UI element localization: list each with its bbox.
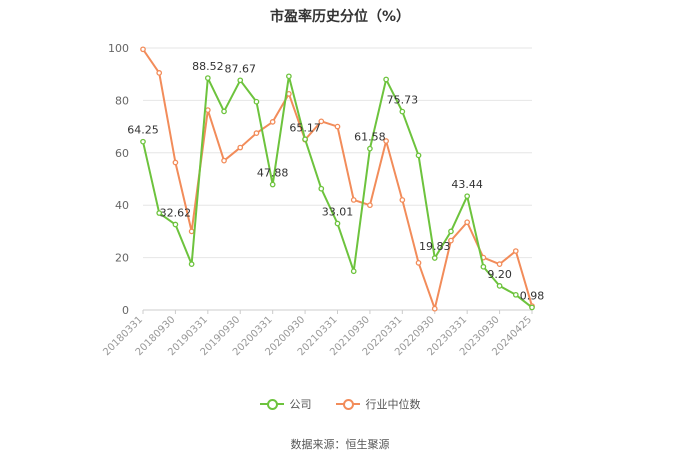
data-point-industry [350,197,357,203]
data-point-industry [512,248,519,254]
legend-marker-company [259,399,284,410]
data-point-company [269,181,276,188]
data-point-company [529,304,535,311]
data-point-company [350,268,357,275]
data-point-company [334,220,341,227]
series-line-company [142,75,533,309]
data-point-company [496,283,503,289]
data-label: 43.44 [451,178,483,191]
y-tick-label: 60 [115,147,129,160]
data-point-company [172,221,179,228]
legend-marker-industry [335,399,360,410]
data-point-industry [496,261,503,267]
data-label: 88.52 [192,60,224,73]
data-point-company [431,255,438,261]
y-tick-label: 80 [115,94,129,107]
data-point-company [156,210,163,216]
data-label: 87.67 [225,62,257,75]
data-point-company [399,108,406,115]
data-label: 19.83 [419,240,451,253]
data-point-company [140,138,146,145]
chart-legend: 公司 行业中位数 [0,396,680,412]
data-point-industry [172,159,179,166]
data-point-company [286,73,292,80]
data-point-company [367,145,373,152]
data-label: 32.62 [160,207,192,220]
data-point-industry [204,107,211,113]
data-point-company [480,263,487,270]
data-point-company [415,152,422,159]
data-point-company [448,228,454,235]
data-source: 数据来源：恒生聚源 [290,438,390,451]
legend-label-industry: 行业中位数 [365,398,421,411]
data-point-industry [269,119,276,125]
data-point-industry [237,144,244,151]
data-point-industry [383,138,389,144]
legend-item-company[interactable]: 公司 [259,396,312,412]
data-point-company [512,291,519,298]
data-point-industry [367,202,373,209]
data-label: 0.98 [520,289,545,302]
y-tick-label: 0 [122,304,129,317]
data-label: 65.17 [289,121,321,134]
legend-item-industry[interactable]: 行业中位数 [335,396,421,412]
data-point-industry [253,130,260,136]
data-point-industry [431,305,438,312]
data-label: 61.58 [354,131,386,144]
data-point-company [302,136,308,143]
data-point-company [188,261,195,267]
data-point-industry [415,259,422,266]
data-point-company [204,75,211,81]
data-point-company [237,77,244,84]
y-tick-label: 20 [115,252,129,265]
data-point-industry [156,70,163,76]
data-point-industry [188,228,195,235]
chart-title: 市盈率历史分位（%） [269,9,411,25]
data-label: 47.88 [257,167,289,180]
data-point-industry [334,123,341,130]
data-point-company [383,76,389,83]
data-label: 9.20 [487,268,512,281]
data-label: 64.25 [127,124,159,137]
data-point-company [318,185,325,192]
y-tick-label: 100 [108,42,129,55]
data-point-industry [464,219,471,226]
data-point-industry [221,157,227,164]
y-tick-label: 40 [115,199,129,212]
data-point-industry [448,237,454,244]
data-label: 75.73 [387,94,419,107]
data-point-industry [140,46,146,53]
data-point-industry [318,118,325,125]
data-point-company [464,193,471,200]
data-point-industry [399,197,406,203]
data-label: 33.01 [322,206,354,219]
data-point-company [253,98,260,105]
legend-label-company: 公司 [289,398,312,411]
data-point-company [221,108,227,115]
